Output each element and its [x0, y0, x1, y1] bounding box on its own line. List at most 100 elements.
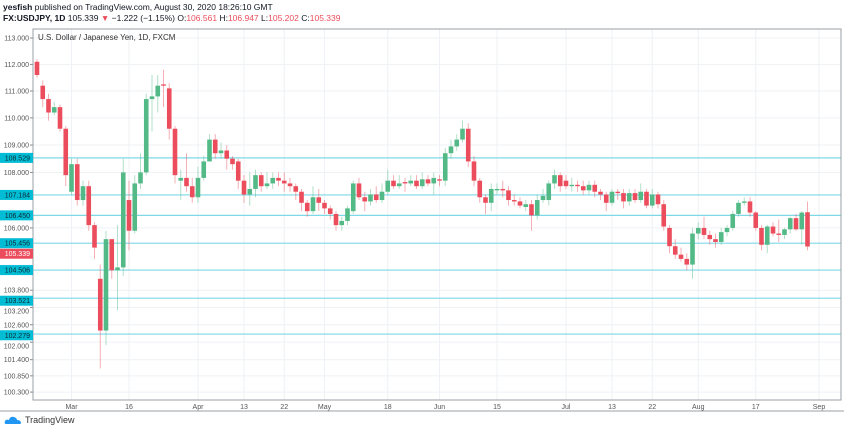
- chart-title: U.S. Dollar / Japanese Yen, 1D, FXCM: [38, 33, 176, 42]
- candle-down: [356, 183, 362, 198]
- candle-up: [339, 220, 345, 226]
- candle-down: [322, 202, 327, 209]
- candle-up: [69, 164, 74, 192]
- candle-up: [195, 177, 201, 198]
- candle-down: [299, 191, 304, 203]
- candle-down: [304, 202, 310, 212]
- candle-up: [552, 175, 557, 184]
- y-tick-label: 110.000: [4, 115, 29, 122]
- candle-up: [695, 227, 701, 234]
- candle-up: [782, 229, 787, 235]
- candle-down: [563, 180, 569, 187]
- candle-down: [161, 84, 166, 86]
- y-tick-label: 100.850: [4, 373, 29, 380]
- high-value: 106.947: [227, 13, 259, 23]
- candle-down: [776, 233, 782, 235]
- candle-up: [379, 191, 385, 201]
- candle-down: [506, 190, 511, 201]
- candle-up: [149, 96, 155, 100]
- candle-down: [511, 200, 517, 202]
- plot-frame: [32, 28, 842, 401]
- candle-down: [500, 188, 506, 191]
- x-tick-label: Jul: [562, 404, 571, 411]
- candle-down: [655, 194, 661, 205]
- x-tick-label: 22: [648, 404, 656, 411]
- candle-up: [546, 183, 552, 201]
- candle-up: [396, 183, 402, 187]
- candle-down: [373, 194, 379, 201]
- y-tick-label: 100.300: [4, 390, 29, 397]
- candle-up: [201, 161, 207, 178]
- candle-down: [770, 226, 776, 234]
- candle-up: [626, 193, 632, 202]
- candle-down: [184, 177, 189, 187]
- candle-up: [649, 194, 655, 206]
- candle-down: [166, 88, 172, 129]
- level-label: 103.521: [5, 298, 30, 305]
- publish-text: published on TradingView.com, August 30,…: [34, 2, 273, 12]
- candle-down: [437, 179, 442, 181]
- y-tick-label: 101.400: [4, 357, 29, 364]
- tradingview-logo[interactable]: TradingView: [4, 415, 75, 425]
- level-label: 106.450: [5, 213, 30, 220]
- publish-info: yesfish published on TradingView.com, Au…: [3, 2, 273, 12]
- x-tick-label: 15: [493, 404, 501, 411]
- level-label: 102.279: [5, 333, 30, 340]
- symbol-label: FX:USDJPY, 1D: [3, 13, 66, 23]
- candle-up: [264, 183, 270, 187]
- current-price-bg: [0, 248, 33, 259]
- candle-up: [103, 239, 109, 331]
- y-tick-label: 113.000: [4, 36, 29, 43]
- candle-down: [465, 128, 471, 162]
- candle-down: [212, 139, 218, 154]
- x-tick-label: Sep: [813, 404, 826, 411]
- candle-down: [575, 184, 580, 187]
- candle-up: [51, 107, 57, 113]
- candle-up: [80, 186, 86, 201]
- candle-up: [448, 146, 454, 154]
- candle-up: [247, 188, 253, 195]
- candle-down: [483, 197, 488, 203]
- candle-down: [598, 191, 603, 195]
- candle-down: [189, 186, 195, 198]
- change-value: −1.222 (−1.15%): [111, 13, 175, 23]
- candle-down: [747, 201, 753, 213]
- candle-down: [126, 200, 132, 231]
- candle-down: [287, 183, 293, 187]
- candle-down: [713, 239, 718, 242]
- candle-down: [644, 191, 649, 206]
- candle-up: [724, 227, 730, 233]
- x-tick-label: Aug: [692, 404, 705, 411]
- candle-down: [63, 128, 69, 176]
- x-tick-label: May: [318, 404, 332, 411]
- candle-down: [529, 204, 534, 216]
- level-label-bg: [0, 295, 33, 306]
- candle-down: [241, 180, 247, 195]
- candle-down: [557, 175, 563, 187]
- y-tick-label: 108.000: [4, 170, 29, 177]
- candle-down: [281, 180, 287, 184]
- candle-down: [615, 191, 621, 194]
- candle-down: [678, 254, 684, 259]
- candle-down: [224, 150, 230, 159]
- candle-down: [333, 213, 339, 226]
- candle-up: [350, 183, 356, 212]
- candle-up: [488, 188, 494, 203]
- candle-up: [454, 139, 460, 147]
- candle-down: [425, 179, 431, 184]
- candle-up: [270, 177, 276, 184]
- open-value: 106.561: [186, 13, 218, 23]
- candle-down: [34, 61, 40, 76]
- candle-down: [672, 246, 678, 255]
- cloud-icon: [4, 416, 22, 424]
- candle-up: [442, 153, 448, 181]
- candle-up: [741, 201, 747, 203]
- x-tick-label: Jun: [434, 404, 445, 411]
- candle-down: [477, 180, 483, 198]
- x-tick-label: 22: [280, 404, 288, 411]
- author-name[interactable]: yesfish: [3, 2, 33, 12]
- symbol-legend: FX:USDJPY, 1D 105.339 ▼ −1.222 (−1.15%) …: [3, 13, 340, 23]
- candle-up: [690, 233, 695, 265]
- candle-up: [799, 212, 805, 230]
